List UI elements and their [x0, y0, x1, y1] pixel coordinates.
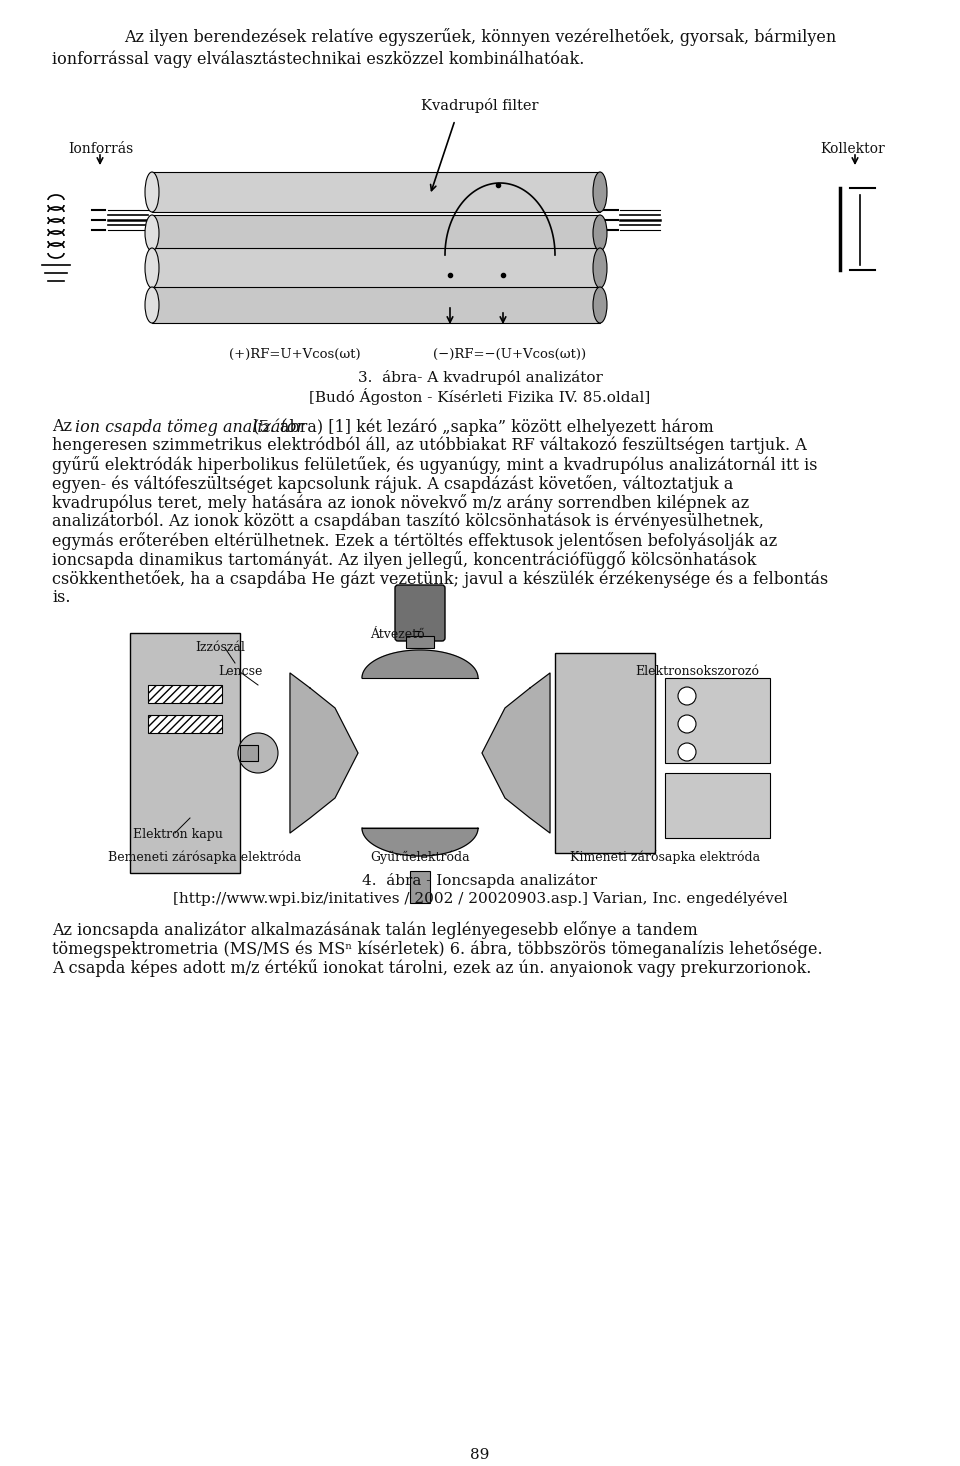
- Text: ioncsapda dinamikus tartományát. Az ilyen jellegű, koncentrációfüggő kölcsönhatá: ioncsapda dinamikus tartományát. Az ilye…: [52, 551, 756, 569]
- Text: Lencse: Lencse: [218, 666, 262, 677]
- Text: Elektronsokszorozó: Elektronsokszorozó: [635, 666, 759, 677]
- Text: egyen- és váltófeszültséget kapcsolunk rájuk. A csapdázást követően, változtatju: egyen- és váltófeszültséget kapcsolunk r…: [52, 475, 733, 493]
- Text: Izzószál: Izzószál: [195, 641, 245, 654]
- Text: 4.  ábra - Ioncsapda analizátor: 4. ábra - Ioncsapda analizátor: [363, 872, 597, 888]
- Polygon shape: [152, 216, 600, 251]
- Text: (−)RF=−(U+Vcos(ωt)): (−)RF=−(U+Vcos(ωt)): [433, 347, 587, 361]
- Ellipse shape: [145, 216, 159, 251]
- Text: 89: 89: [470, 1448, 490, 1462]
- Text: ionforrással vagy elválasztástechnikai eszközzel kombinálhatóak.: ionforrással vagy elválasztástechnikai e…: [52, 50, 585, 67]
- Polygon shape: [482, 673, 550, 833]
- Polygon shape: [290, 673, 358, 833]
- Ellipse shape: [593, 248, 607, 287]
- FancyBboxPatch shape: [555, 652, 655, 853]
- FancyBboxPatch shape: [395, 585, 445, 641]
- Ellipse shape: [145, 248, 159, 287]
- Text: [Budó Ágoston - Kísérleti Fizika IV. 85.oldal]: [Budó Ágoston - Kísérleti Fizika IV. 85.…: [309, 388, 651, 405]
- Text: [http://www.wpi.biz/initatives / 2002 / 20020903.asp.] Varian, Inc. engedélyével: [http://www.wpi.biz/initatives / 2002 / …: [173, 891, 787, 906]
- FancyBboxPatch shape: [148, 685, 222, 704]
- Text: A csapda képes adott m/z értékű ionokat tárolni, ezek az ún. anyaionok vagy prek: A csapda képes adott m/z értékű ionokat …: [52, 959, 811, 976]
- Text: Az ioncsapda analizátor alkalmazásának talán leglényegesebb előnye a tandem: Az ioncsapda analizátor alkalmazásának t…: [52, 921, 698, 940]
- Text: Kimeneti zárósapka elektróda: Kimeneti zárósapka elektróda: [570, 850, 760, 865]
- Text: egymás erőterében eltérülhetnek. Ezek a tértöltés effektusok jelentősen befolyás: egymás erőterében eltérülhetnek. Ezek a …: [52, 532, 778, 550]
- Polygon shape: [152, 287, 600, 323]
- Polygon shape: [360, 679, 480, 827]
- Text: gyűrű elektródák hiperbolikus felületűek, és ugyanúgy, mint a kvadrupólus analiz: gyűrű elektródák hiperbolikus felületűek…: [52, 456, 818, 474]
- Text: ion csapda tömeg analizátor: ion csapda tömeg analizátor: [75, 418, 304, 435]
- Polygon shape: [362, 828, 478, 856]
- FancyBboxPatch shape: [130, 633, 240, 872]
- FancyBboxPatch shape: [410, 871, 430, 903]
- Polygon shape: [152, 172, 600, 213]
- Text: Az: Az: [52, 418, 77, 435]
- Text: Elektron kapu: Elektron kapu: [133, 828, 223, 841]
- Polygon shape: [152, 248, 600, 287]
- Text: is.: is.: [52, 589, 70, 605]
- Text: csökkenthetőek, ha a csapdába He gázt vezetünk; javul a készülék érzékenysége és: csökkenthetőek, ha a csapdába He gázt ve…: [52, 570, 828, 588]
- Text: (5. ábra) [1] két lezáró „sapka” között elhelyezett három: (5. ábra) [1] két lezáró „sapka” között …: [248, 418, 713, 435]
- FancyBboxPatch shape: [240, 745, 258, 761]
- Text: Az ilyen berendezések relatíve egyszerűek, könnyen vezérelhetőek, gyorsak, bármi: Az ilyen berendezések relatíve egyszerűe…: [124, 28, 836, 45]
- Circle shape: [238, 733, 278, 773]
- Ellipse shape: [145, 287, 159, 323]
- Text: analizátorból. Az ionok között a csapdában taszító kölcsönhatások is érvényesülh: analizátorból. Az ionok között a csapdáb…: [52, 513, 764, 531]
- Ellipse shape: [145, 172, 159, 213]
- Text: hengeresen szimmetrikus elektródból áll, az utóbbiakat RF váltakozó feszültségen: hengeresen szimmetrikus elektródból áll,…: [52, 437, 806, 454]
- FancyBboxPatch shape: [148, 715, 222, 733]
- Circle shape: [678, 743, 696, 761]
- Circle shape: [678, 715, 696, 733]
- Text: Bemeneti zárósapka elektróda: Bemeneti zárósapka elektróda: [108, 850, 301, 865]
- Circle shape: [678, 688, 696, 705]
- FancyBboxPatch shape: [665, 677, 770, 762]
- FancyBboxPatch shape: [406, 636, 434, 648]
- Text: kvadrupólus teret, mely hatására az ionok növekvő m/z arány sorrendben kilépnek : kvadrupólus teret, mely hatására az iono…: [52, 494, 749, 512]
- Ellipse shape: [593, 172, 607, 213]
- Text: Ionforrás: Ionforrás: [68, 142, 133, 155]
- Polygon shape: [362, 649, 478, 677]
- Ellipse shape: [593, 216, 607, 251]
- Ellipse shape: [593, 287, 607, 323]
- Text: Átvezető: Átvezető: [370, 627, 424, 641]
- Text: Gyűrűelektróda: Gyűrűelektróda: [371, 850, 469, 865]
- Text: 3.  ábra- A kvadrupól analizátor: 3. ábra- A kvadrupól analizátor: [357, 369, 603, 386]
- FancyBboxPatch shape: [665, 773, 770, 839]
- Text: tömegspektrometria (MS/MS és MSⁿ kísérletek) 6. ábra, többszörös tömeganalízis l: tömegspektrometria (MS/MS és MSⁿ kísérle…: [52, 940, 823, 957]
- Text: Kollektor: Kollektor: [820, 142, 885, 155]
- Text: Kvadrupól filter: Kvadrupól filter: [421, 98, 539, 113]
- Text: (+)RF=U+Vcos(ωt): (+)RF=U+Vcos(ωt): [229, 347, 361, 361]
